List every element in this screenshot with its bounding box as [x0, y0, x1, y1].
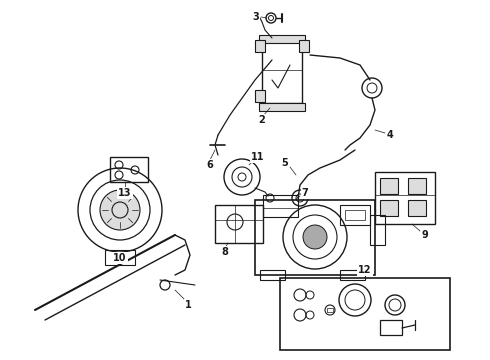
Bar	[255, 90, 265, 102]
Bar	[280, 278, 450, 350]
Text: 12: 12	[358, 265, 372, 275]
Bar	[380, 200, 398, 216]
Text: 4: 4	[387, 130, 393, 140]
Text: 13: 13	[118, 188, 132, 198]
Bar	[263, 195, 298, 217]
Bar	[380, 178, 398, 194]
Bar	[370, 215, 385, 245]
Bar	[255, 200, 375, 275]
Bar	[262, 38, 302, 103]
Bar	[255, 40, 265, 52]
Bar	[299, 40, 309, 52]
Bar	[340, 205, 370, 225]
Bar	[340, 270, 365, 280]
Bar	[408, 200, 426, 216]
Bar	[259, 35, 305, 43]
Bar	[408, 178, 426, 194]
Bar	[105, 250, 135, 265]
Bar	[110, 157, 148, 182]
Bar	[380, 320, 402, 335]
Text: 6: 6	[207, 160, 213, 170]
Text: 5: 5	[282, 158, 289, 168]
Bar	[327, 308, 333, 312]
Text: 9: 9	[421, 230, 428, 240]
Bar	[375, 172, 435, 224]
Text: 7: 7	[302, 188, 308, 198]
Text: 3: 3	[253, 12, 259, 22]
Text: 1: 1	[185, 300, 192, 310]
Circle shape	[303, 225, 327, 249]
Text: 2: 2	[259, 115, 266, 125]
Text: 8: 8	[221, 247, 228, 257]
Bar	[259, 103, 305, 111]
Bar	[215, 205, 263, 243]
Text: 11: 11	[251, 152, 265, 162]
Bar	[260, 270, 285, 280]
Text: 10: 10	[113, 253, 127, 263]
Bar	[345, 210, 365, 220]
Circle shape	[100, 190, 140, 230]
